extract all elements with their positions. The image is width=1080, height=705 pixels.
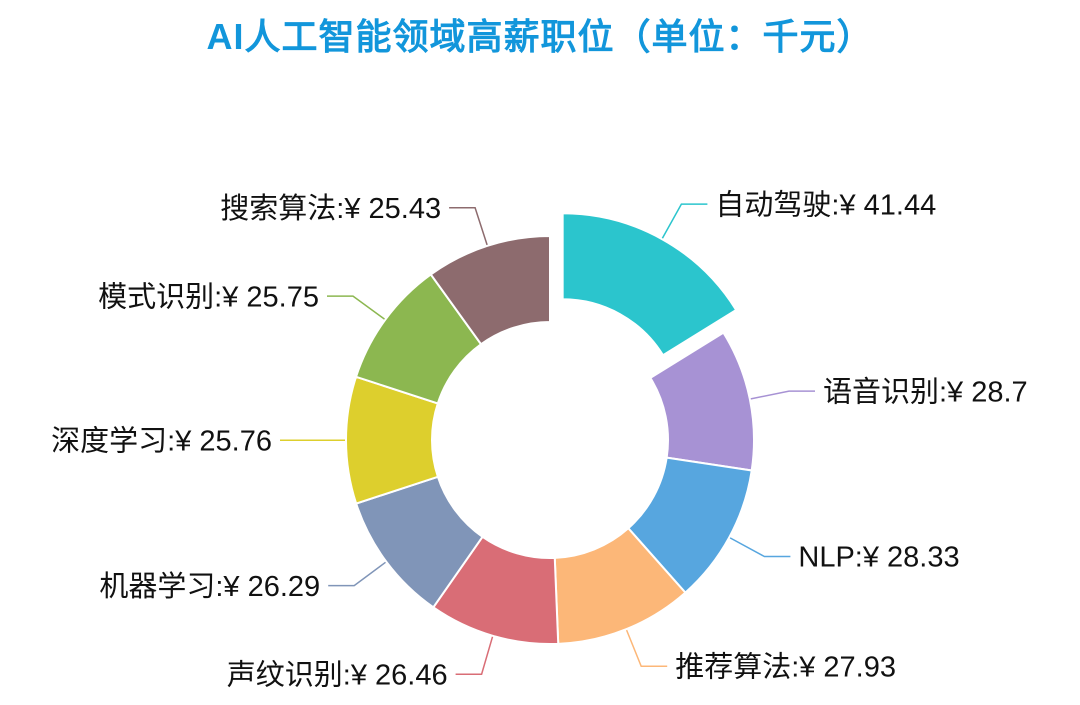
pie-slice-搜索算法[interactable] [429, 234, 551, 346]
label-leader-line-搜索算法 [449, 207, 488, 246]
chart-title: AI人工智能领域高薪职位（单位：千元） [206, 16, 874, 57]
slice-label-语音识别: 语音识别:¥ 28.7 [823, 375, 1028, 408]
label-leader-line-机器学习 [328, 561, 386, 587]
label-leader-line-语音识别 [750, 390, 815, 400]
label-leader-line-推荐算法 [625, 629, 668, 668]
slice-label-模式识别: 模式识别:¥ 25.75 [98, 280, 319, 313]
label-leader-line-声纹识别 [455, 636, 494, 675]
label-leader-line-模式识别 [327, 295, 385, 320]
label-leader-line-NLP [729, 537, 791, 558]
slice-label-深度学习: 深度学习:¥ 25.76 [51, 424, 272, 457]
slice-label-搜索算法: 搜索算法:¥ 25.43 [220, 192, 441, 225]
label-leader-line-自动驾驶 [661, 203, 708, 239]
slice-label-声纹识别: 声纹识别:¥ 26.46 [227, 658, 448, 691]
donut-chart: 自动驾驶:¥ 41.44 语音识别:¥ 28.7 NLP:¥ 28.33 推荐算法:¥… [51, 188, 1028, 691]
slice-label-NLP: NLP:¥ 28.33 [798, 542, 959, 574]
slice-label-推荐算法: 推荐算法:¥ 27.93 [675, 650, 896, 683]
slice-label-自动驾驶: 自动驾驶:¥ 41.44 [715, 188, 936, 221]
slice-label-机器学习: 机器学习:¥ 26.29 [99, 570, 320, 603]
pie-slice-自动驾驶[interactable] [561, 212, 738, 357]
